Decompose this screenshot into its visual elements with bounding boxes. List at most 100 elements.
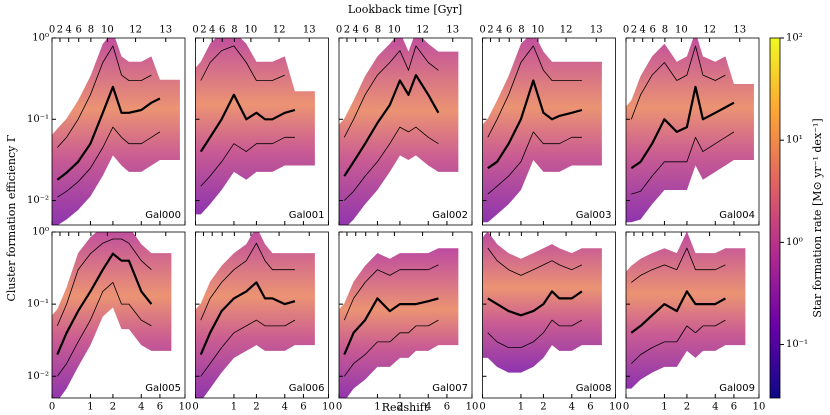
panel-frame	[338, 231, 473, 399]
x-tick-label: 1	[374, 402, 380, 413]
x2-tick-label: 8	[231, 25, 237, 36]
y-axis-label: Cluster formation efficiency Γ	[5, 134, 18, 301]
panel-frame	[625, 231, 760, 399]
x-tick-label: 6	[444, 402, 450, 413]
x2-tick-label: 6	[219, 25, 225, 36]
x-tick-label: 0	[192, 402, 198, 413]
panel: Gal008 0 1 2 4 6 10	[479, 231, 622, 413]
x-tick-label: 10	[466, 402, 479, 413]
x2-tick-label: 8	[662, 25, 668, 36]
panel-frame	[195, 37, 329, 226]
series-line	[200, 136, 295, 187]
series-line	[630, 290, 726, 334]
x-axis-label: Redshift	[382, 401, 429, 414]
x2-tick-label: 12	[416, 25, 429, 36]
x2-tick-label: 10	[245, 25, 258, 36]
x2-tick-label: 4	[209, 25, 215, 36]
series-line	[343, 74, 440, 177]
x2-tick-label: 2	[631, 25, 637, 36]
colorbar-label: Star formation rate [M⊙ yr⁻¹ dex⁻¹]	[811, 118, 824, 317]
x-tick-label: 1	[518, 402, 524, 413]
series-line	[487, 247, 583, 276]
y-tick-label: 10⁻¹	[27, 114, 49, 125]
x-tick-label: 10	[179, 402, 192, 413]
x-tick-label: 6	[300, 402, 306, 413]
x2-tick-label: 13	[159, 25, 172, 36]
series-line	[56, 282, 152, 377]
x2-tick-label: 12	[129, 25, 142, 36]
x-tick-label: 1	[87, 402, 93, 413]
series-line	[630, 45, 726, 120]
density-cloud	[195, 232, 315, 398]
panel-frame	[338, 37, 473, 226]
x2-tick-label: 10	[101, 25, 114, 36]
x2-tick-label: 12	[273, 25, 286, 36]
x2-tick-label: 0	[192, 25, 198, 36]
series-line	[630, 85, 735, 170]
panel: Gal002 0 2 4 6 8 10 12 13	[336, 25, 473, 226]
x-tick-label: 10	[753, 402, 766, 413]
series-line	[631, 131, 735, 195]
panel-frame	[625, 37, 760, 226]
x-tick-label: 4	[425, 402, 431, 413]
panel-label: Gal002	[432, 210, 468, 221]
x2-tick-label: 4	[66, 25, 72, 36]
density-cloud	[339, 248, 459, 398]
x-tick-label: 2	[684, 402, 690, 413]
panel-frame	[482, 37, 616, 226]
x-tick-label: 6	[587, 402, 593, 413]
density-cloud	[52, 38, 180, 225]
x2-tick-label: 4	[353, 25, 359, 36]
y-tick-label: 10⁰	[32, 227, 49, 238]
x-tick-label: 6	[731, 402, 737, 413]
colorbar-tick-label: 10²	[786, 33, 803, 44]
x2-tick-label: 0	[49, 25, 55, 36]
panel: Gal001 0 2 4 6 8 10 12 13	[192, 25, 329, 226]
x2-tick-label: 13	[446, 25, 459, 36]
x2-tick-label: 12	[703, 25, 716, 36]
colorbar-tick-label: 10¹	[786, 135, 803, 146]
x2-tick-label: 13	[590, 25, 603, 36]
series-line	[57, 45, 152, 148]
x2-tick-label: 10	[388, 25, 401, 36]
panel: Gal004 0 2 4 6 8 10 12 13	[623, 25, 760, 226]
density-cloud	[482, 232, 602, 373]
x-tick-label: 1	[661, 402, 667, 413]
density-cloud	[195, 38, 315, 215]
series-line	[487, 319, 583, 348]
series-line	[199, 281, 296, 356]
x2-tick-label: 8	[518, 25, 524, 36]
series-line	[200, 242, 295, 321]
x-tick-label: 0	[336, 402, 342, 413]
x2-axis-label: Lookback time [Gyr]	[348, 3, 462, 16]
panel-label: Gal008	[576, 383, 612, 394]
y-tick-label: 10⁻¹	[27, 299, 49, 310]
series-line	[57, 126, 161, 198]
x2-tick-label: 4	[496, 25, 502, 36]
x-tick-label: 0	[623, 402, 629, 413]
x2-tick-label: 6	[363, 25, 369, 36]
y-tick-label: 10⁰	[32, 33, 49, 44]
x-tick-label: 0	[479, 402, 485, 413]
x2-tick-label: 2	[200, 25, 206, 36]
x2-tick-label: 10	[675, 25, 688, 36]
panel-label: Gal006	[289, 383, 325, 394]
series-line	[487, 79, 583, 170]
panel: Gal009 0 1 2 4 6 10	[623, 231, 766, 413]
series-line	[343, 45, 439, 138]
density-cloud	[339, 38, 459, 225]
y-tick-label: 10⁻²	[27, 371, 49, 382]
series-line	[56, 252, 153, 356]
x-tick-label: 4	[569, 402, 575, 413]
x2-tick-label: 2	[344, 25, 350, 36]
series-line	[631, 247, 726, 283]
x-tick-label: 1	[231, 402, 237, 413]
x2-tick-label: 2	[487, 25, 493, 36]
series-line	[56, 85, 161, 181]
panel-label: Gal007	[432, 383, 468, 394]
panel: Gal007 0 1 2 4 6 10	[336, 231, 479, 413]
x2-tick-label: 13	[733, 25, 746, 36]
panel-label: Gal001	[289, 210, 325, 221]
panel-frame	[51, 231, 186, 399]
